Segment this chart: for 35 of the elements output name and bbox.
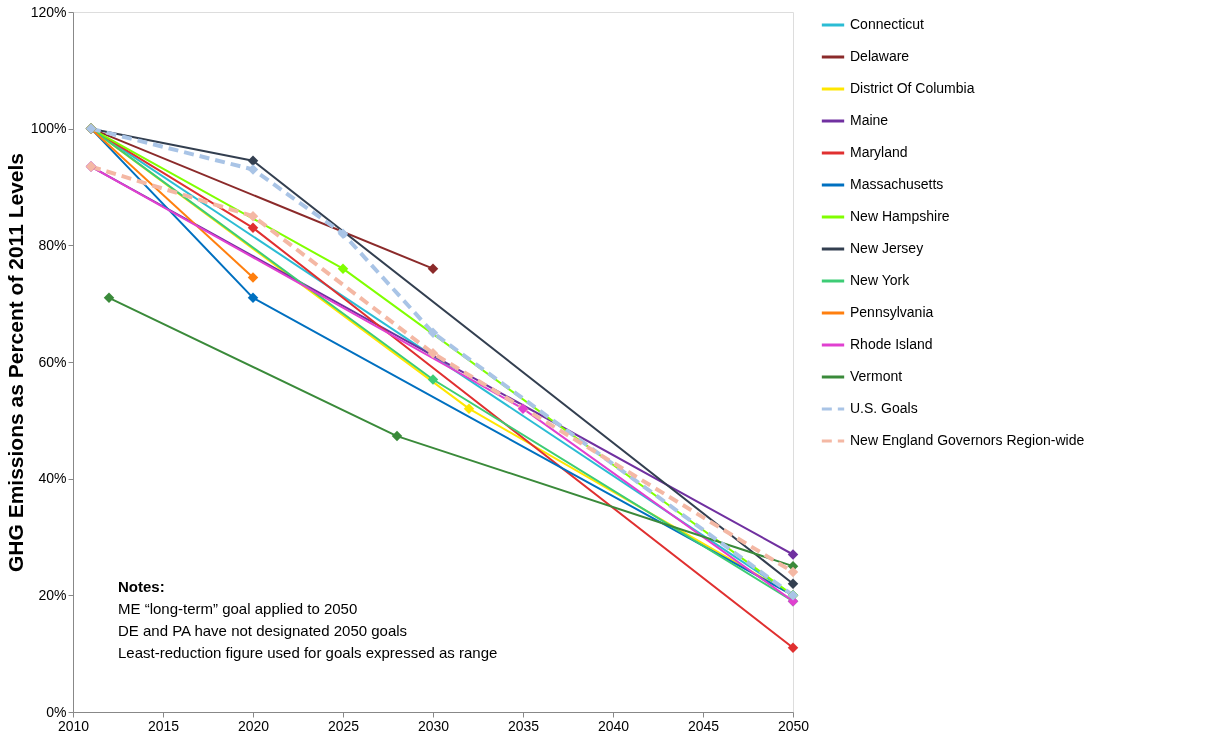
legend-label: District Of Columbia	[850, 80, 975, 96]
y-tick-label: 20%	[38, 586, 67, 603]
legend-label: New York	[850, 272, 911, 288]
legend-label: U.S. Goals	[850, 400, 918, 416]
x-tick-label: 2020	[237, 717, 270, 734]
annotation: Notes:	[118, 578, 165, 595]
y-tick-label: 80%	[38, 236, 67, 253]
x-tick-label: 2040	[597, 717, 630, 734]
legend-label: Vermont	[850, 368, 903, 384]
legend-label: New Jersey	[850, 240, 924, 256]
legend-label: Delaware	[850, 48, 910, 64]
y-tick-label: 120%	[30, 3, 67, 20]
legend-label: Massachusetts	[850, 176, 944, 192]
legend-label: Rhode Island	[850, 336, 933, 352]
x-tick-label: 2045	[687, 717, 720, 734]
annotation: Least-reduction figure used for goals expressed as range	[118, 644, 498, 661]
y-axis-title: GHG Emissions as Percent of 2011 Levels	[3, 152, 27, 573]
x-tick-label: 2030	[417, 717, 450, 734]
annotation: DE and PA have not designated 2050 goals	[118, 622, 408, 639]
y-tick-label: 60%	[38, 353, 67, 370]
x-tick-label: 2015	[147, 717, 180, 734]
legend-label: Connecticut	[850, 16, 925, 32]
y-tick-label: 100%	[30, 120, 67, 137]
legend-label: New England Governors Region-wide	[850, 432, 1085, 448]
x-tick-label: 2050	[777, 717, 810, 734]
legend-label: Maryland	[850, 144, 908, 160]
legend-label: New Hampshire	[850, 208, 950, 224]
x-tick-label: 2010	[57, 717, 90, 734]
annotation: ME “long-term” goal applied to 2050	[118, 600, 358, 617]
legend-label: Maine	[850, 112, 889, 128]
y-tick-label: 40%	[38, 470, 67, 487]
x-tick-label: 2035	[507, 717, 540, 734]
x-tick-label: 2025	[327, 717, 360, 734]
legend-label: Pennsylvania	[850, 304, 934, 320]
y-tick-label: 0%	[46, 703, 67, 720]
